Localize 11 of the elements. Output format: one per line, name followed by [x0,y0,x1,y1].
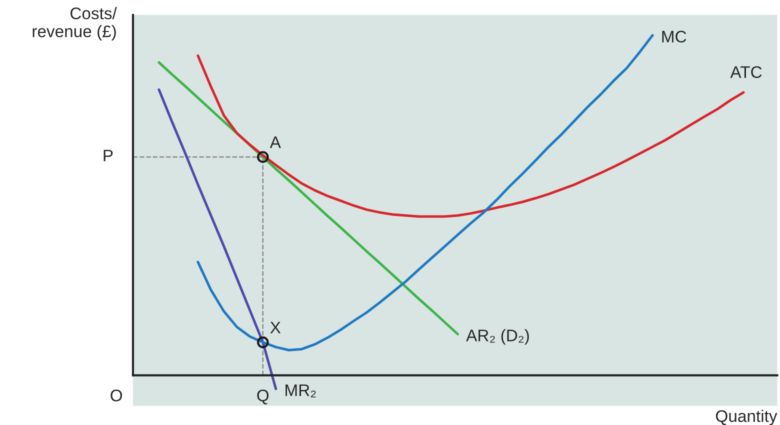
x-axis-title: Quantity [716,410,778,425]
series-label: AR₂ (D₂) [466,329,529,345]
text: P [104,150,113,162]
y-axis-title: Costs/ revenue (£) [32,7,117,41]
series-label: MR₂ [286,384,316,398]
text: O [110,390,122,402]
annotation: A [270,136,281,148]
annotation: X [270,322,281,334]
series-label: ATC [730,66,762,78]
text: Q [257,390,269,404]
series-label: MC [662,30,686,43]
